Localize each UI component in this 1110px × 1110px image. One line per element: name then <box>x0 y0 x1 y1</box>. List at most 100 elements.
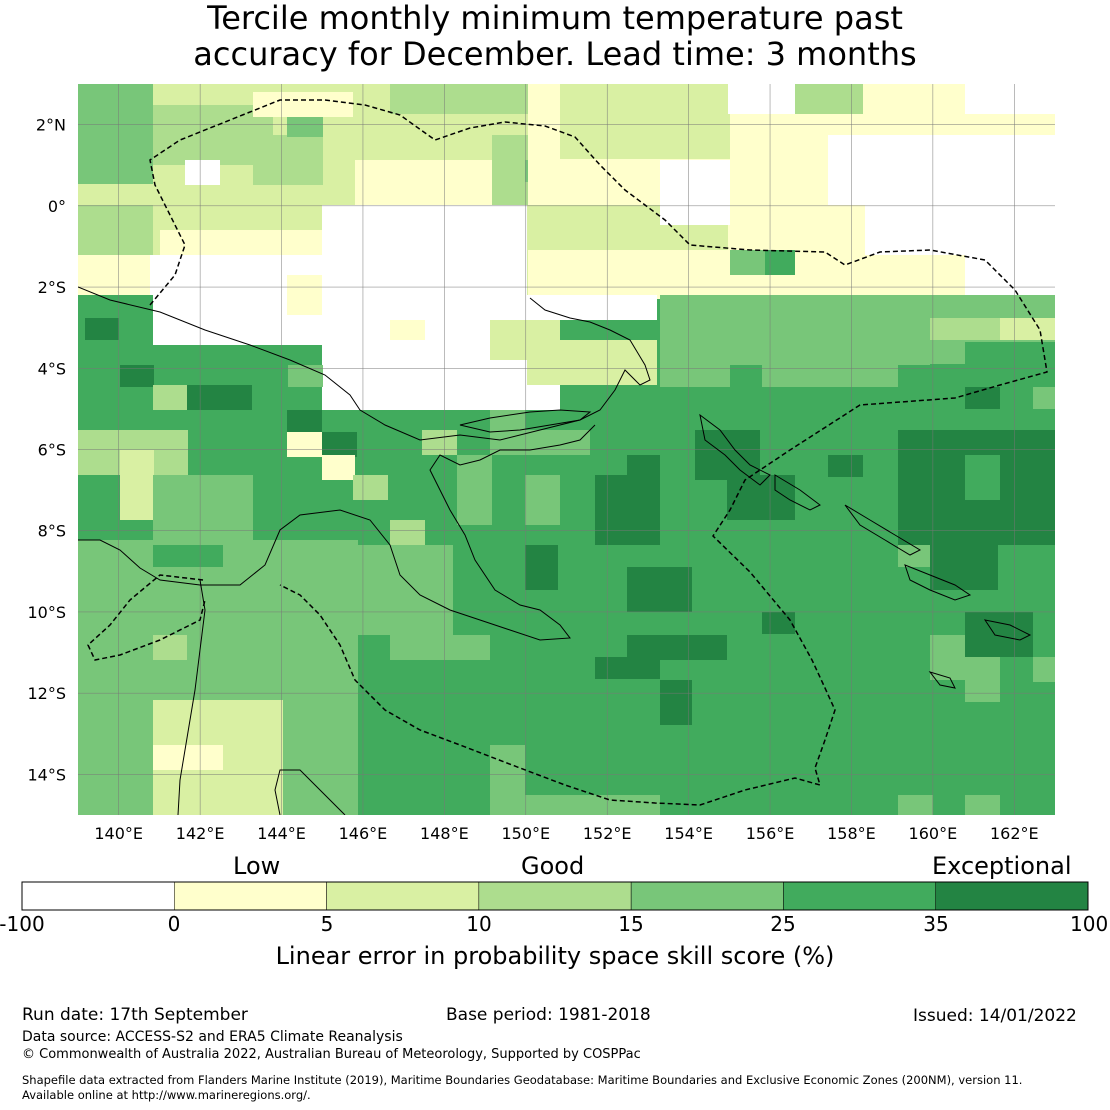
skill-region-e-ab <box>660 342 930 387</box>
latitude-tick-label: 0° <box>48 197 66 216</box>
skill-region-ne-l <box>965 255 1055 295</box>
skill-region-e-ah <box>898 795 933 815</box>
longitude-tick-label: 158°E <box>827 824 876 843</box>
map-title: Tercile monthly minimum temperature past… <box>0 0 1110 72</box>
skill-region-ne-j <box>765 250 795 275</box>
skill-region-ne-e <box>965 84 1055 114</box>
colorbar <box>21 881 1089 911</box>
skill-region-e-af <box>490 745 525 815</box>
longitude-tick-label: 148°E <box>420 824 469 843</box>
colorbar-segment <box>783 881 936 911</box>
skill-region-e-l <box>595 657 660 679</box>
skill-region-w-aa <box>490 410 525 430</box>
colorbar-segment <box>935 881 1089 911</box>
skill-region-low-g <box>287 275 322 315</box>
skill-region-e-aj <box>1033 795 1055 815</box>
skill-score-map: 140°E 142°E 144°E 146°E 148°E 150°E 152°E 154°E… <box>21 84 1089 911</box>
skill-region-e-u <box>930 342 965 364</box>
skill-region-e-q <box>930 635 965 680</box>
shapefile-url: Available online at http://www.marinereg… <box>22 1088 311 1102</box>
skill-region-w-m <box>153 475 253 545</box>
skill-region-e-z <box>930 318 1000 340</box>
skill-region-nw-e <box>287 115 323 137</box>
coast-australia <box>177 579 346 815</box>
coast-bougainville <box>699 413 771 486</box>
skill-region-none-d <box>527 295 657 320</box>
coastlines <box>78 286 1032 815</box>
colorbar-label: Linear error in probability space skill … <box>275 942 835 970</box>
latitude-tick-label: 2°S <box>38 278 66 297</box>
skill-region-e-x <box>1033 387 1055 409</box>
shapefile-credit: Shapefile data extracted from Flanders M… <box>22 1073 1023 1087</box>
skill-region-e-o <box>930 545 998 590</box>
latitude-tick-label: 12°S <box>27 684 66 703</box>
skill-region-nw-m <box>78 255 153 300</box>
colorbar-tick: -100 <box>0 912 45 936</box>
skill-region-low-f <box>390 320 425 340</box>
colorbar-segment <box>478 881 632 911</box>
skill-region-w-w <box>422 430 457 455</box>
run-date: Run date: 17th September <box>22 1005 248 1025</box>
copyright: © Commonwealth of Australia 2022, Austra… <box>22 1047 641 1062</box>
longitude-tick-label: 144°E <box>257 824 306 843</box>
longitude-tick-label: 142°E <box>176 824 225 843</box>
longitude-tick-label: 152°E <box>583 824 632 843</box>
skill-region-good-i <box>490 320 560 360</box>
skill-region-e-h <box>525 545 558 590</box>
skill-region-e-s <box>1033 657 1055 682</box>
skill-region-w-d <box>187 385 252 410</box>
graticule <box>78 84 1055 815</box>
skill-region-w-v <box>390 635 490 660</box>
latitude-labels: 2°N 0° 2°S 4°S 6°S 8°S 10°S 12°S 14°S <box>27 116 66 785</box>
skill-region-w-b <box>85 318 119 340</box>
skill-region-nw-g <box>355 160 495 206</box>
skill-region-ne-b <box>560 84 730 159</box>
skill-region-w-g <box>322 432 357 457</box>
skill-region-w-f <box>287 410 322 435</box>
skill-region-w-s <box>353 475 388 500</box>
skill-region-e-ac <box>730 365 762 410</box>
skill-region-nw-f <box>78 205 153 255</box>
skill-region-w-z <box>525 475 560 525</box>
data-source: Data source: ACCESS-S2 and ERA5 Climate … <box>22 1029 403 1045</box>
skill-region-e-g <box>965 455 1000 500</box>
skill-region-ne-k <box>795 84 863 114</box>
skill-region-nw-b <box>78 84 153 184</box>
skill-region-w-i <box>322 455 355 480</box>
skill-region-e-ae <box>660 387 690 409</box>
latitude-tick-label: 6°S <box>38 441 66 460</box>
skill-region-w-a <box>78 295 153 415</box>
coast-solomons-1 <box>774 474 821 511</box>
title-line-1: Tercile monthly minimum temperature past <box>207 0 903 37</box>
colorbar-segment <box>326 881 480 911</box>
category-good: Good <box>521 852 585 880</box>
skill-region-e-ad <box>898 365 933 387</box>
colorbar-segment <box>21 881 175 911</box>
coast-vanuatu-islands <box>928 619 1032 689</box>
skill-region-w-c <box>120 365 154 387</box>
skill-region-e-b <box>627 455 660 480</box>
skill-region-w-u <box>353 545 453 635</box>
category-exceptional: Exceptional <box>932 852 1072 880</box>
latitude-tick-label: 4°S <box>38 359 66 378</box>
skill-region-e-m <box>660 680 692 725</box>
longitude-tick-label: 150°E <box>501 824 550 843</box>
coast-solomons-2 <box>844 504 922 556</box>
eez-png-west <box>87 574 206 661</box>
skill-region-nw-k <box>253 92 353 117</box>
latitude-tick-label: 10°S <box>27 603 66 622</box>
skill-region-w-e <box>153 385 187 410</box>
longitude-tick-label: 140°E <box>94 824 143 843</box>
issued-date: Issued: 14/01/2022 <box>913 1006 1077 1026</box>
category-low: Low <box>233 852 281 880</box>
colorbar-frame <box>21 881 1089 911</box>
skill-region-e-ag <box>525 795 660 815</box>
skill-region-ne-h <box>660 160 730 225</box>
coast-solomons-3 <box>904 564 972 601</box>
skill-region-e-t <box>898 545 930 567</box>
eez-png-north <box>149 99 1048 806</box>
latitude-tick-label: 14°S <box>27 765 66 784</box>
skill-region-e-n <box>762 612 795 634</box>
skill-region-w-x <box>457 455 492 525</box>
base-period: Base period: 1981-2018 <box>446 1005 651 1025</box>
